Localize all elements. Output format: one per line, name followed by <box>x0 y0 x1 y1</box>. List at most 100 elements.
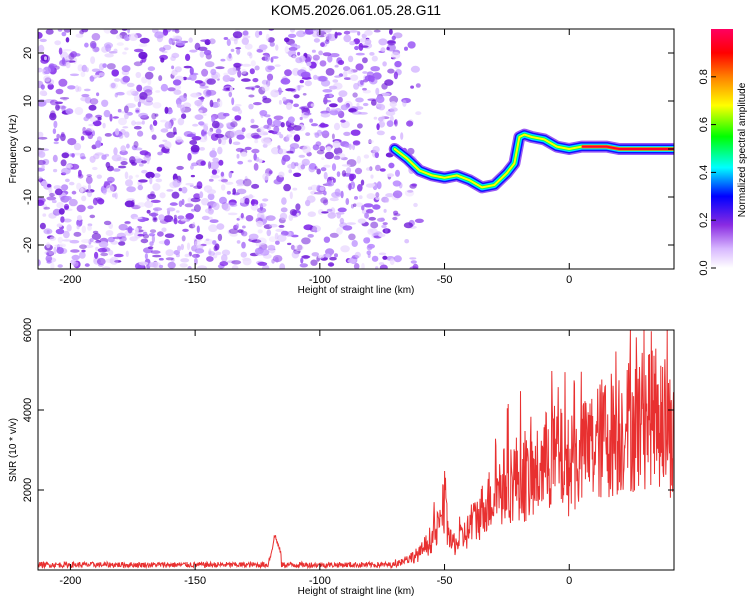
noise-speckle <box>334 188 341 197</box>
noise-speckle <box>337 207 347 213</box>
noise-speckle <box>96 257 106 266</box>
noise-speckle <box>248 233 259 240</box>
noise-speckle <box>87 205 94 210</box>
noise-speckle <box>251 148 260 154</box>
noise-speckle <box>310 184 319 191</box>
noise-speckle <box>184 253 190 258</box>
noise-speckle <box>86 174 92 178</box>
noise-speckle <box>158 75 163 82</box>
noise-speckle <box>56 133 61 140</box>
noise-speckle <box>370 66 381 72</box>
noise-speckle <box>362 102 369 107</box>
noise-speckle <box>133 216 143 220</box>
noise-speckle <box>125 103 136 109</box>
noise-speckle <box>162 139 168 142</box>
noise-speckle <box>105 44 112 52</box>
noise-speckle <box>194 240 201 246</box>
noise-speckle <box>278 100 282 105</box>
noise-speckle <box>161 227 167 233</box>
noise-speckle <box>352 140 361 146</box>
noise-speckle <box>212 157 219 163</box>
noise-speckle <box>212 252 218 259</box>
noise-speckle <box>135 109 140 113</box>
noise-speckle <box>157 231 164 237</box>
noise-speckle <box>180 243 184 251</box>
noise-speckle <box>398 182 403 189</box>
noise-speckle <box>113 48 118 54</box>
noise-speckle <box>370 174 374 179</box>
noise-speckle <box>235 179 245 185</box>
top-y-axis-title: Frequency (Hz) <box>8 115 19 184</box>
noise-speckle <box>122 51 127 55</box>
noise-speckle <box>221 178 228 183</box>
noise-speckle <box>366 71 374 75</box>
noise-speckle <box>75 33 84 38</box>
noise-speckle <box>62 239 72 242</box>
y-tick-label: 0 <box>22 146 34 152</box>
x-tick-label: -100 <box>309 575 331 587</box>
noise-speckle <box>177 245 181 252</box>
noise-speckle <box>410 260 417 264</box>
noise-speckle <box>66 224 72 232</box>
x-tick-label: -200 <box>59 274 81 286</box>
noise-speckle <box>133 61 143 67</box>
noise-speckle <box>91 68 101 73</box>
noise-speckle <box>151 134 157 140</box>
noise-speckle <box>375 164 381 172</box>
noise-speckle <box>74 107 84 115</box>
noise-speckle <box>150 126 155 133</box>
noise-speckle <box>188 37 193 43</box>
noise-speckle <box>172 180 181 188</box>
noise-speckle <box>195 234 204 240</box>
snr-panel: -200 -150 -100 -50 0 2000 4000 6000 Height of … <box>8 318 675 597</box>
noise-speckle <box>257 237 267 246</box>
noise-speckle <box>251 134 262 139</box>
noise-speckle <box>174 35 182 40</box>
noise-speckle <box>120 161 128 166</box>
noise-speckle <box>142 234 150 239</box>
noise-speckle <box>237 229 243 234</box>
noise-speckle <box>144 71 154 80</box>
noise-speckle <box>287 124 297 128</box>
noise-speckle <box>118 133 124 139</box>
noise-speckle <box>375 266 379 269</box>
noise-speckle <box>334 253 338 258</box>
noise-speckle <box>371 255 379 262</box>
noise-speckle <box>204 61 215 68</box>
noise-speckle <box>311 49 316 53</box>
noise-speckle <box>193 204 201 213</box>
noise-speckle <box>210 174 220 179</box>
noise-speckle <box>219 196 227 204</box>
noise-speckle <box>223 37 229 40</box>
noise-speckle <box>180 258 190 263</box>
noise-speckle <box>368 216 377 221</box>
noise-speckle <box>69 239 80 244</box>
noise-speckle <box>300 71 311 78</box>
noise-speckle <box>89 75 95 82</box>
noise-speckle <box>117 108 122 113</box>
noise-speckle <box>308 163 317 170</box>
noise-speckle <box>291 250 300 259</box>
noise-speckle <box>364 29 373 36</box>
noise-speckle <box>160 57 165 63</box>
noise-speckle <box>143 155 151 162</box>
noise-speckle <box>79 187 84 193</box>
colorbar-title: Normalized spectral amplitude <box>737 82 748 217</box>
noise-speckle <box>174 29 180 34</box>
noise-speckle <box>168 37 174 45</box>
noise-speckle <box>125 250 129 257</box>
noise-speckle <box>116 91 125 96</box>
noise-speckle <box>242 225 246 229</box>
noise-speckle <box>47 83 54 90</box>
noise-speckle <box>160 83 169 92</box>
noise-speckle <box>251 239 262 244</box>
noise-speckle <box>228 53 232 59</box>
noise-speckle <box>206 78 216 85</box>
noise-speckle <box>208 178 214 182</box>
noise-speckle <box>273 178 282 185</box>
noise-speckle <box>259 126 265 132</box>
noise-speckle <box>68 198 78 207</box>
noise-speckle <box>265 215 276 221</box>
noise-speckle <box>219 261 229 267</box>
noise-speckle <box>138 43 148 47</box>
